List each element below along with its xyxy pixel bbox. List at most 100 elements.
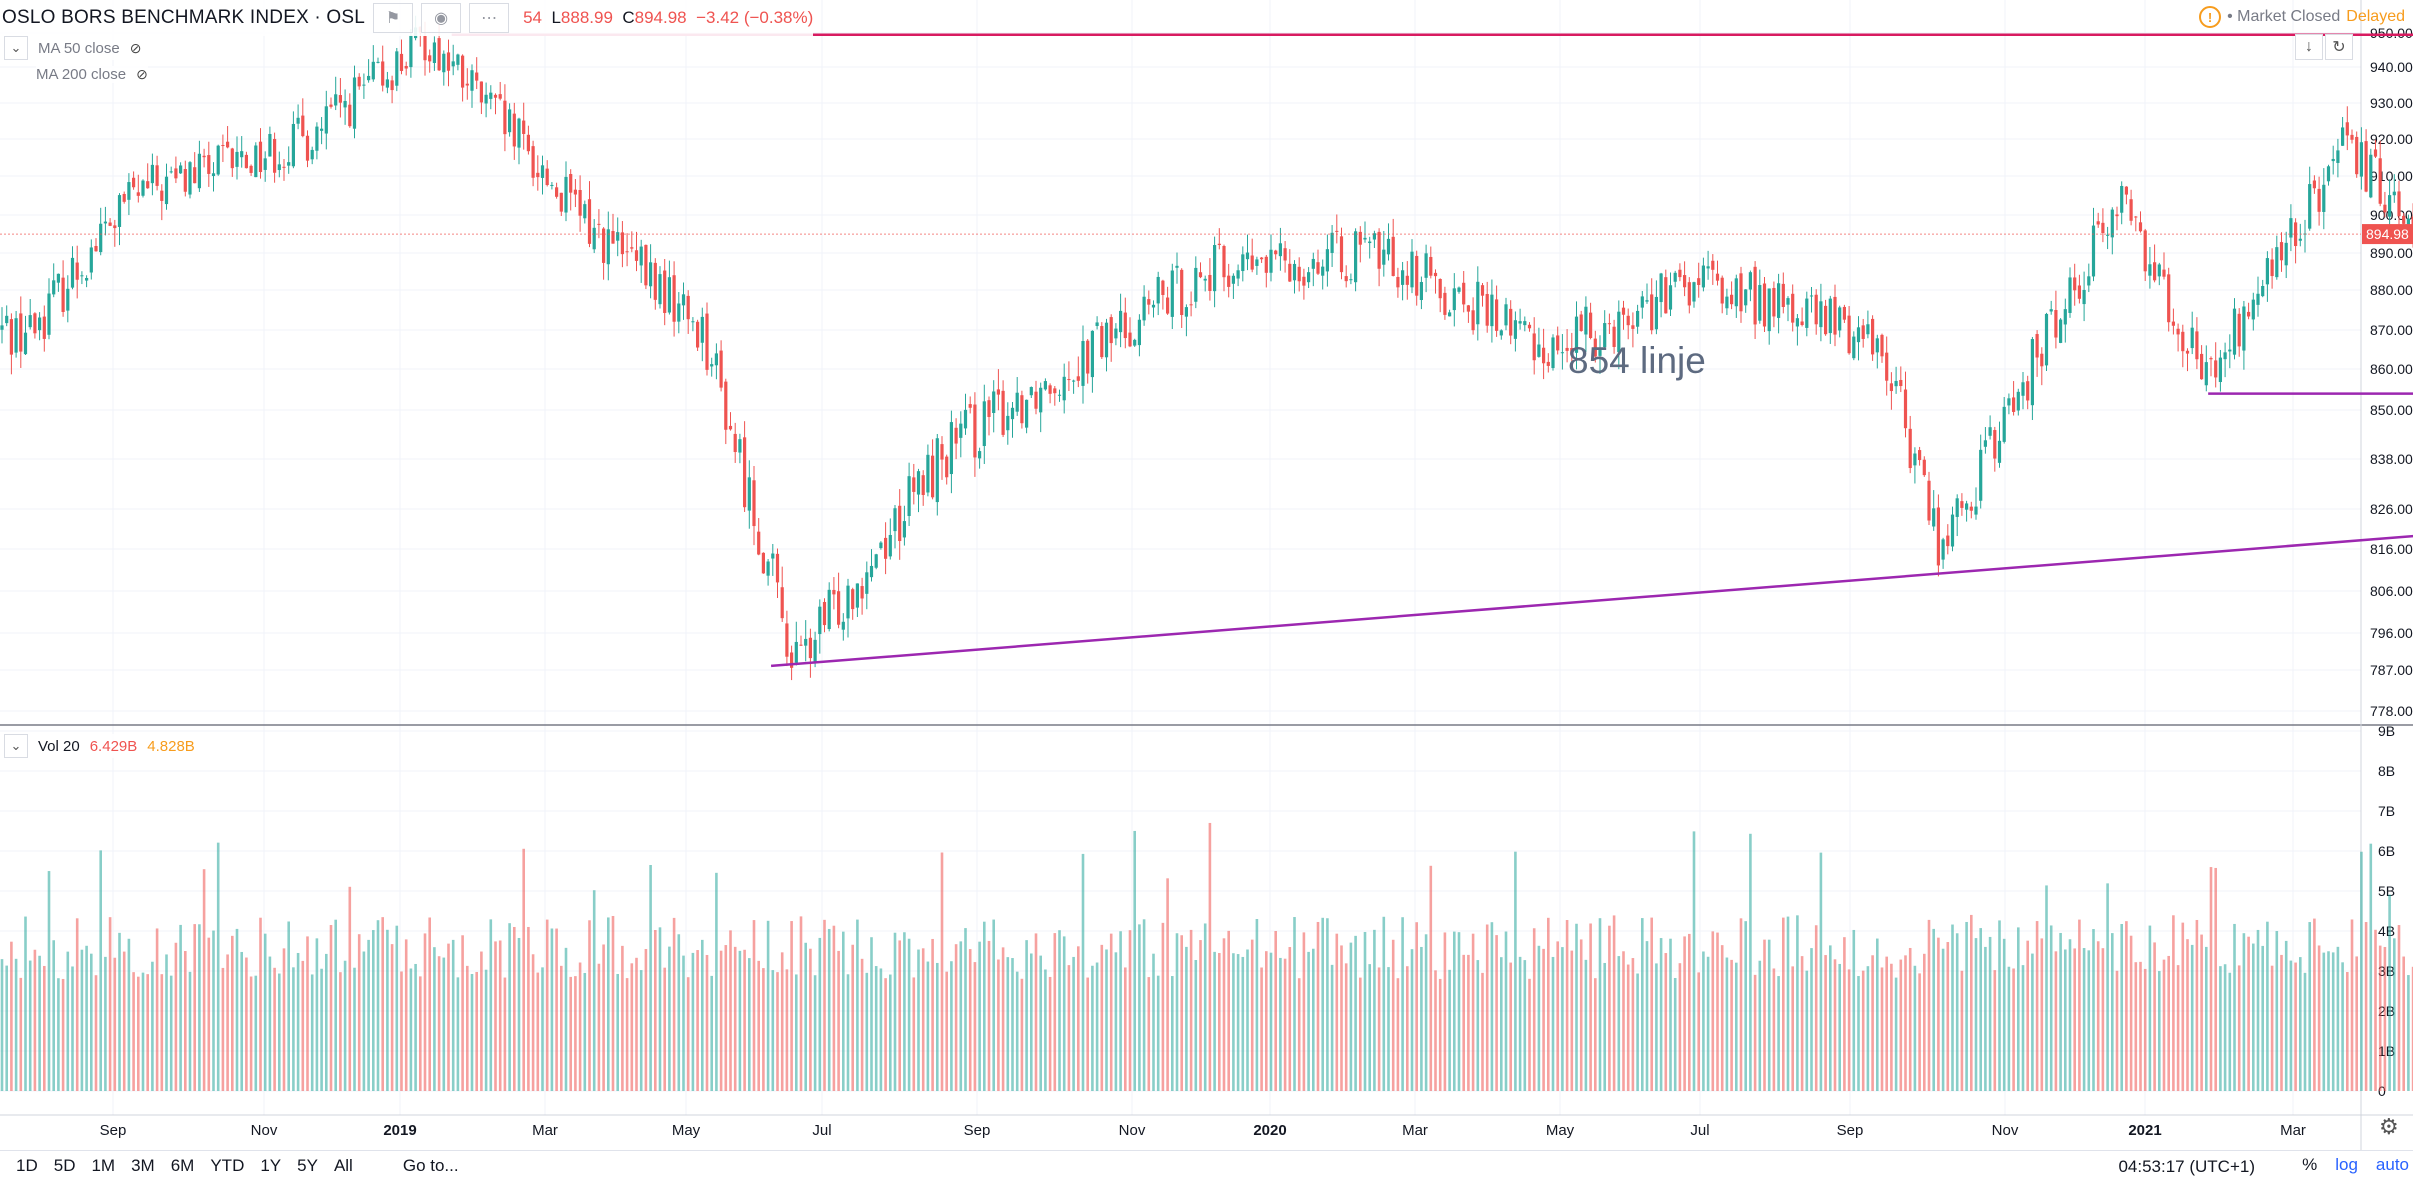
range-button-3m[interactable]: 3M bbox=[131, 1156, 155, 1176]
eye-icon[interactable]: ◉ bbox=[421, 3, 461, 33]
symbol-header: OSLO BORS BENCHMARK INDEX · OSL ⚑ ◉ ⋯ 54… bbox=[0, 0, 813, 36]
more-icon[interactable]: ⋯ bbox=[469, 3, 509, 33]
range-button-5d[interactable]: 5D bbox=[54, 1156, 76, 1176]
candle-body bbox=[978, 451, 981, 458]
eye-off-icon[interactable]: ⊘ bbox=[136, 66, 148, 83]
range-button-6m[interactable]: 6M bbox=[171, 1156, 195, 1176]
candle-body bbox=[814, 640, 817, 663]
candle-body bbox=[2393, 192, 2396, 196]
refresh-icon[interactable]: ↻ bbox=[2325, 34, 2353, 60]
candle-body bbox=[466, 84, 469, 86]
volume-bar bbox=[2280, 955, 2283, 1091]
volume-bar bbox=[950, 961, 953, 1091]
volume-bar bbox=[974, 962, 977, 1091]
gear-icon[interactable]: ⚙ bbox=[2379, 1114, 2399, 1140]
volume-bar bbox=[71, 966, 74, 1091]
volume-bar bbox=[1693, 831, 1696, 1091]
candle-body bbox=[1096, 322, 1099, 326]
auto-toggle[interactable]: auto bbox=[2376, 1155, 2409, 1175]
volume-bar bbox=[471, 974, 474, 1091]
log-toggle[interactable]: log bbox=[2335, 1155, 2358, 1175]
candle-body bbox=[452, 61, 455, 66]
goto-button[interactable]: Go to... bbox=[403, 1156, 459, 1176]
volume-bar bbox=[2139, 962, 2142, 1091]
warning-icon[interactable]: ! bbox=[2199, 6, 2221, 28]
candle-body bbox=[1796, 318, 1799, 326]
volume-bar bbox=[1613, 915, 1616, 1091]
candle-body bbox=[1993, 430, 1996, 458]
volume-bar bbox=[269, 957, 272, 1091]
candle-body bbox=[278, 164, 281, 170]
candle-body bbox=[1382, 250, 1385, 265]
candle-body bbox=[2125, 187, 2128, 195]
volume-bar bbox=[278, 974, 281, 1091]
ma200-label[interactable]: MA 200 close bbox=[36, 66, 126, 83]
candle-body bbox=[2003, 407, 2006, 442]
candle-body bbox=[804, 639, 807, 646]
candle-body bbox=[90, 247, 93, 272]
volume-bar bbox=[99, 850, 102, 1091]
percent-toggle[interactable]: % bbox=[2302, 1155, 2317, 1175]
candle-body bbox=[1340, 236, 1343, 272]
volume-bar bbox=[616, 974, 619, 1091]
volume-bar bbox=[1909, 948, 1912, 1091]
eye-off-icon[interactable]: ⊘ bbox=[130, 40, 142, 57]
volume-label[interactable]: Vol 20 bbox=[38, 738, 80, 755]
drawing-trend-line[interactable] bbox=[771, 406, 2413, 666]
chart-canvas[interactable]: 950.00940.00930.00920.00910.00900.00890.… bbox=[0, 0, 2413, 1150]
candle-body bbox=[1589, 313, 1592, 338]
candle-body bbox=[1100, 326, 1103, 357]
candle-body bbox=[1119, 311, 1122, 332]
candle-body bbox=[5, 316, 8, 323]
volume-bar bbox=[1740, 918, 1743, 1091]
annotation-854-line[interactable]: 854 linje bbox=[1568, 340, 1706, 382]
candle-body bbox=[997, 389, 1000, 394]
arrow-down-icon[interactable]: ↓ bbox=[2295, 34, 2323, 60]
range-button-1m[interactable]: 1M bbox=[91, 1156, 115, 1176]
volume-bar bbox=[1190, 930, 1193, 1091]
range-button-5y[interactable]: 5Y bbox=[297, 1156, 318, 1176]
symbol-title[interactable]: OSLO BORS BENCHMARK INDEX · OSL bbox=[0, 7, 365, 29]
volume-bar bbox=[118, 933, 121, 1091]
volume-bar bbox=[424, 933, 427, 1091]
volume-bar bbox=[1129, 930, 1132, 1091]
volume-bar bbox=[1928, 920, 1931, 1091]
volume-bar bbox=[1994, 970, 1997, 1091]
candle-body bbox=[2327, 166, 2330, 181]
candle-body bbox=[19, 313, 22, 351]
volume-bar bbox=[621, 946, 624, 1091]
chevron-down-icon[interactable]: ⌄ bbox=[4, 36, 28, 60]
candle-body bbox=[109, 223, 112, 226]
volume-bar bbox=[1524, 960, 1527, 1091]
volume-bar bbox=[1683, 936, 1686, 1091]
flag-icon[interactable]: ⚑ bbox=[373, 3, 413, 33]
volume-tick-label: 8B bbox=[2378, 763, 2395, 779]
candle-body bbox=[1829, 299, 1832, 333]
chevron-down-icon[interactable]: ⌄ bbox=[4, 734, 28, 758]
range-button-ytd[interactable]: YTD bbox=[210, 1156, 244, 1176]
candle-body bbox=[1664, 277, 1667, 313]
candle-body bbox=[1279, 243, 1282, 256]
volume-bar bbox=[1185, 947, 1188, 1091]
candle-body bbox=[2158, 264, 2161, 276]
candle-body bbox=[1923, 460, 1926, 475]
volume-bar bbox=[156, 928, 159, 1091]
price-tick-label: 838.00 bbox=[2370, 451, 2413, 467]
volume-bar bbox=[790, 921, 793, 1091]
volume-bar bbox=[1820, 853, 1823, 1091]
range-button-1d[interactable]: 1D bbox=[16, 1156, 38, 1176]
volume-bar bbox=[992, 920, 995, 1091]
candle-body bbox=[757, 532, 760, 555]
volume-bar bbox=[2238, 965, 2241, 1091]
candle-body bbox=[1349, 279, 1352, 280]
candle-body bbox=[184, 169, 187, 192]
volume-bar bbox=[1580, 939, 1583, 1091]
time-tick-label: Jul bbox=[1690, 1122, 1709, 1139]
candle-body bbox=[715, 353, 718, 365]
range-button-all[interactable]: All bbox=[334, 1156, 353, 1176]
ma50-label[interactable]: MA 50 close bbox=[38, 40, 120, 57]
range-button-1y[interactable]: 1Y bbox=[260, 1156, 281, 1176]
volume-bar bbox=[1890, 964, 1893, 1091]
volume-bar bbox=[1115, 952, 1118, 1091]
candle-body bbox=[1500, 330, 1503, 335]
